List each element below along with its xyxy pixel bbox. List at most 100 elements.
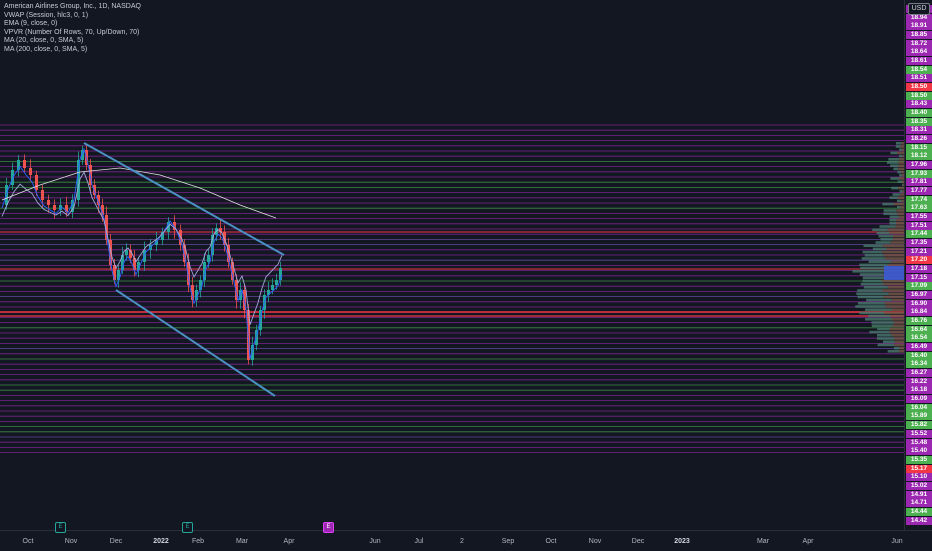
candle-body [211,235,214,255]
volume-profile-bar [882,202,894,206]
price-chart[interactable] [0,0,904,530]
price-level-label: 18.51 [906,74,932,83]
candle-body [167,222,170,232]
earnings-event-icon[interactable]: E [55,522,66,533]
candle-body [93,185,96,195]
volume-profile-bar [858,302,885,305]
volume-profile-bar [902,183,904,187]
volume-profile-bar [899,215,904,219]
volume-profile-bar [901,142,904,145]
volume-profile-bar [897,170,901,174]
volume-poc-bar [884,266,904,280]
trendline-lower [115,289,276,397]
time-tick-label: Jul [414,538,424,545]
indicator-vpvr[interactable]: VPVR (Number Of Rows, 70, Up/Down, 70) [4,28,140,36]
price-axis[interactable]: 19.0218.9418.9118.8518.7218.6418.6118.54… [904,0,932,530]
volume-profile-bar [891,334,904,337]
volume-profile-bar [871,324,893,327]
indicator-ma200[interactable]: MA (200, close, 0, SMA, 5) [4,45,88,53]
price-level-label: 17.93 [906,169,932,178]
price-level-label: 17.18 [906,265,932,274]
candle-body [101,205,104,215]
candle-body [161,232,164,240]
volume-profile-bar [891,318,904,321]
candle-body [71,200,74,212]
price-level-label: 16.64 [906,325,932,334]
volume-profile-bar [902,154,904,158]
earnings-event-icon[interactable]: E [182,522,193,533]
candle-body [271,285,274,290]
volume-profile-bar [894,321,904,324]
price-level-label: 14.71 [906,499,932,508]
chart-canvas[interactable] [0,0,904,530]
candle-body [109,240,112,265]
volume-profile-bar [857,295,884,299]
candle-body [59,205,62,210]
price-level-label: 15.17 [906,464,932,473]
price-level-label: 16.97 [906,291,932,300]
volume-profile-bar [898,186,904,190]
candle-body [235,280,238,300]
trendline-upper [83,142,285,256]
volume-profile-bar [900,145,904,148]
volume-profile-bar [889,218,897,222]
volume-profile-bar [897,206,901,209]
price-level-label: 17.44 [906,230,932,239]
volume-profile-bar [871,321,895,324]
volume-profile-bar [865,308,892,311]
upcoming-earnings-event-icon[interactable]: E [323,522,334,533]
volume-profile-bar [883,340,895,343]
candle-body [255,330,258,345]
volume-profile-bar [877,343,895,347]
time-tick-label: 2 [460,538,464,545]
price-level-label: 18.50 [906,83,932,92]
indicator-ma20[interactable]: MA (20, close, 0, SMA, 5) [4,37,84,45]
candle-body [207,255,210,262]
candle-body [203,262,206,280]
volume-profile-bar [890,151,897,155]
volume-profile-bar [892,308,904,311]
volume-profile-bar [894,337,904,340]
volume-profile-bar [878,234,894,238]
volume-profile-bar [899,174,902,177]
volume-profile-bar [896,209,904,212]
currency-badge[interactable]: USD [908,3,930,15]
price-level-label: 18.12 [906,152,932,161]
candle-body [17,160,20,170]
price-level-label: 18.35 [906,117,932,126]
volume-profile-bar [898,164,904,167]
volume-profile-bar [875,241,891,244]
price-level-label: 16.49 [906,343,932,352]
volume-profile-bar [889,196,898,199]
volume-profile-bar [868,260,892,263]
time-axis[interactable]: Oct Nov Dec 2022 Feb Mar Apr Jun Jul 2 Sep Oct Nov De… [0,530,932,551]
price-level-label: 14.44 [906,507,932,516]
candle-body [53,205,56,210]
volume-profile-bar [899,148,902,151]
volume-profile-bar [883,254,904,257]
time-tick-label: Oct [545,538,557,545]
volume-profile-bar [893,202,904,206]
price-level-label: 16.54 [906,334,932,343]
volume-profile-bar [888,158,900,161]
price-level-label: 17.09 [906,282,932,291]
ma-20-line [1,171,283,325]
candle-body [35,175,38,190]
volume-profile-bar [895,145,901,148]
volume-profile-bar [892,324,904,327]
volume-profile-bar [901,174,904,177]
candle-body [133,258,136,270]
price-level-label: 15.40 [906,447,932,456]
volume-profile-bar [898,154,903,158]
candle-body [125,250,128,255]
volume-profile-bar [893,238,904,241]
price-level-label: 17.35 [906,239,932,248]
indicator-ema[interactable]: EMA (9, close, 0) [4,20,58,28]
price-level-label: 17.51 [906,221,932,230]
symbol-title[interactable]: American Airlines Group, Inc., 1D, NASDA… [4,3,141,10]
volume-profile-bar [887,228,904,231]
time-tick-label: Nov [588,538,602,545]
volume-profile-bar [882,250,904,254]
volume-profile-bar [901,148,904,151]
indicator-vwap[interactable]: VWAP (Session, hlc3, 0, 1) [4,11,89,19]
